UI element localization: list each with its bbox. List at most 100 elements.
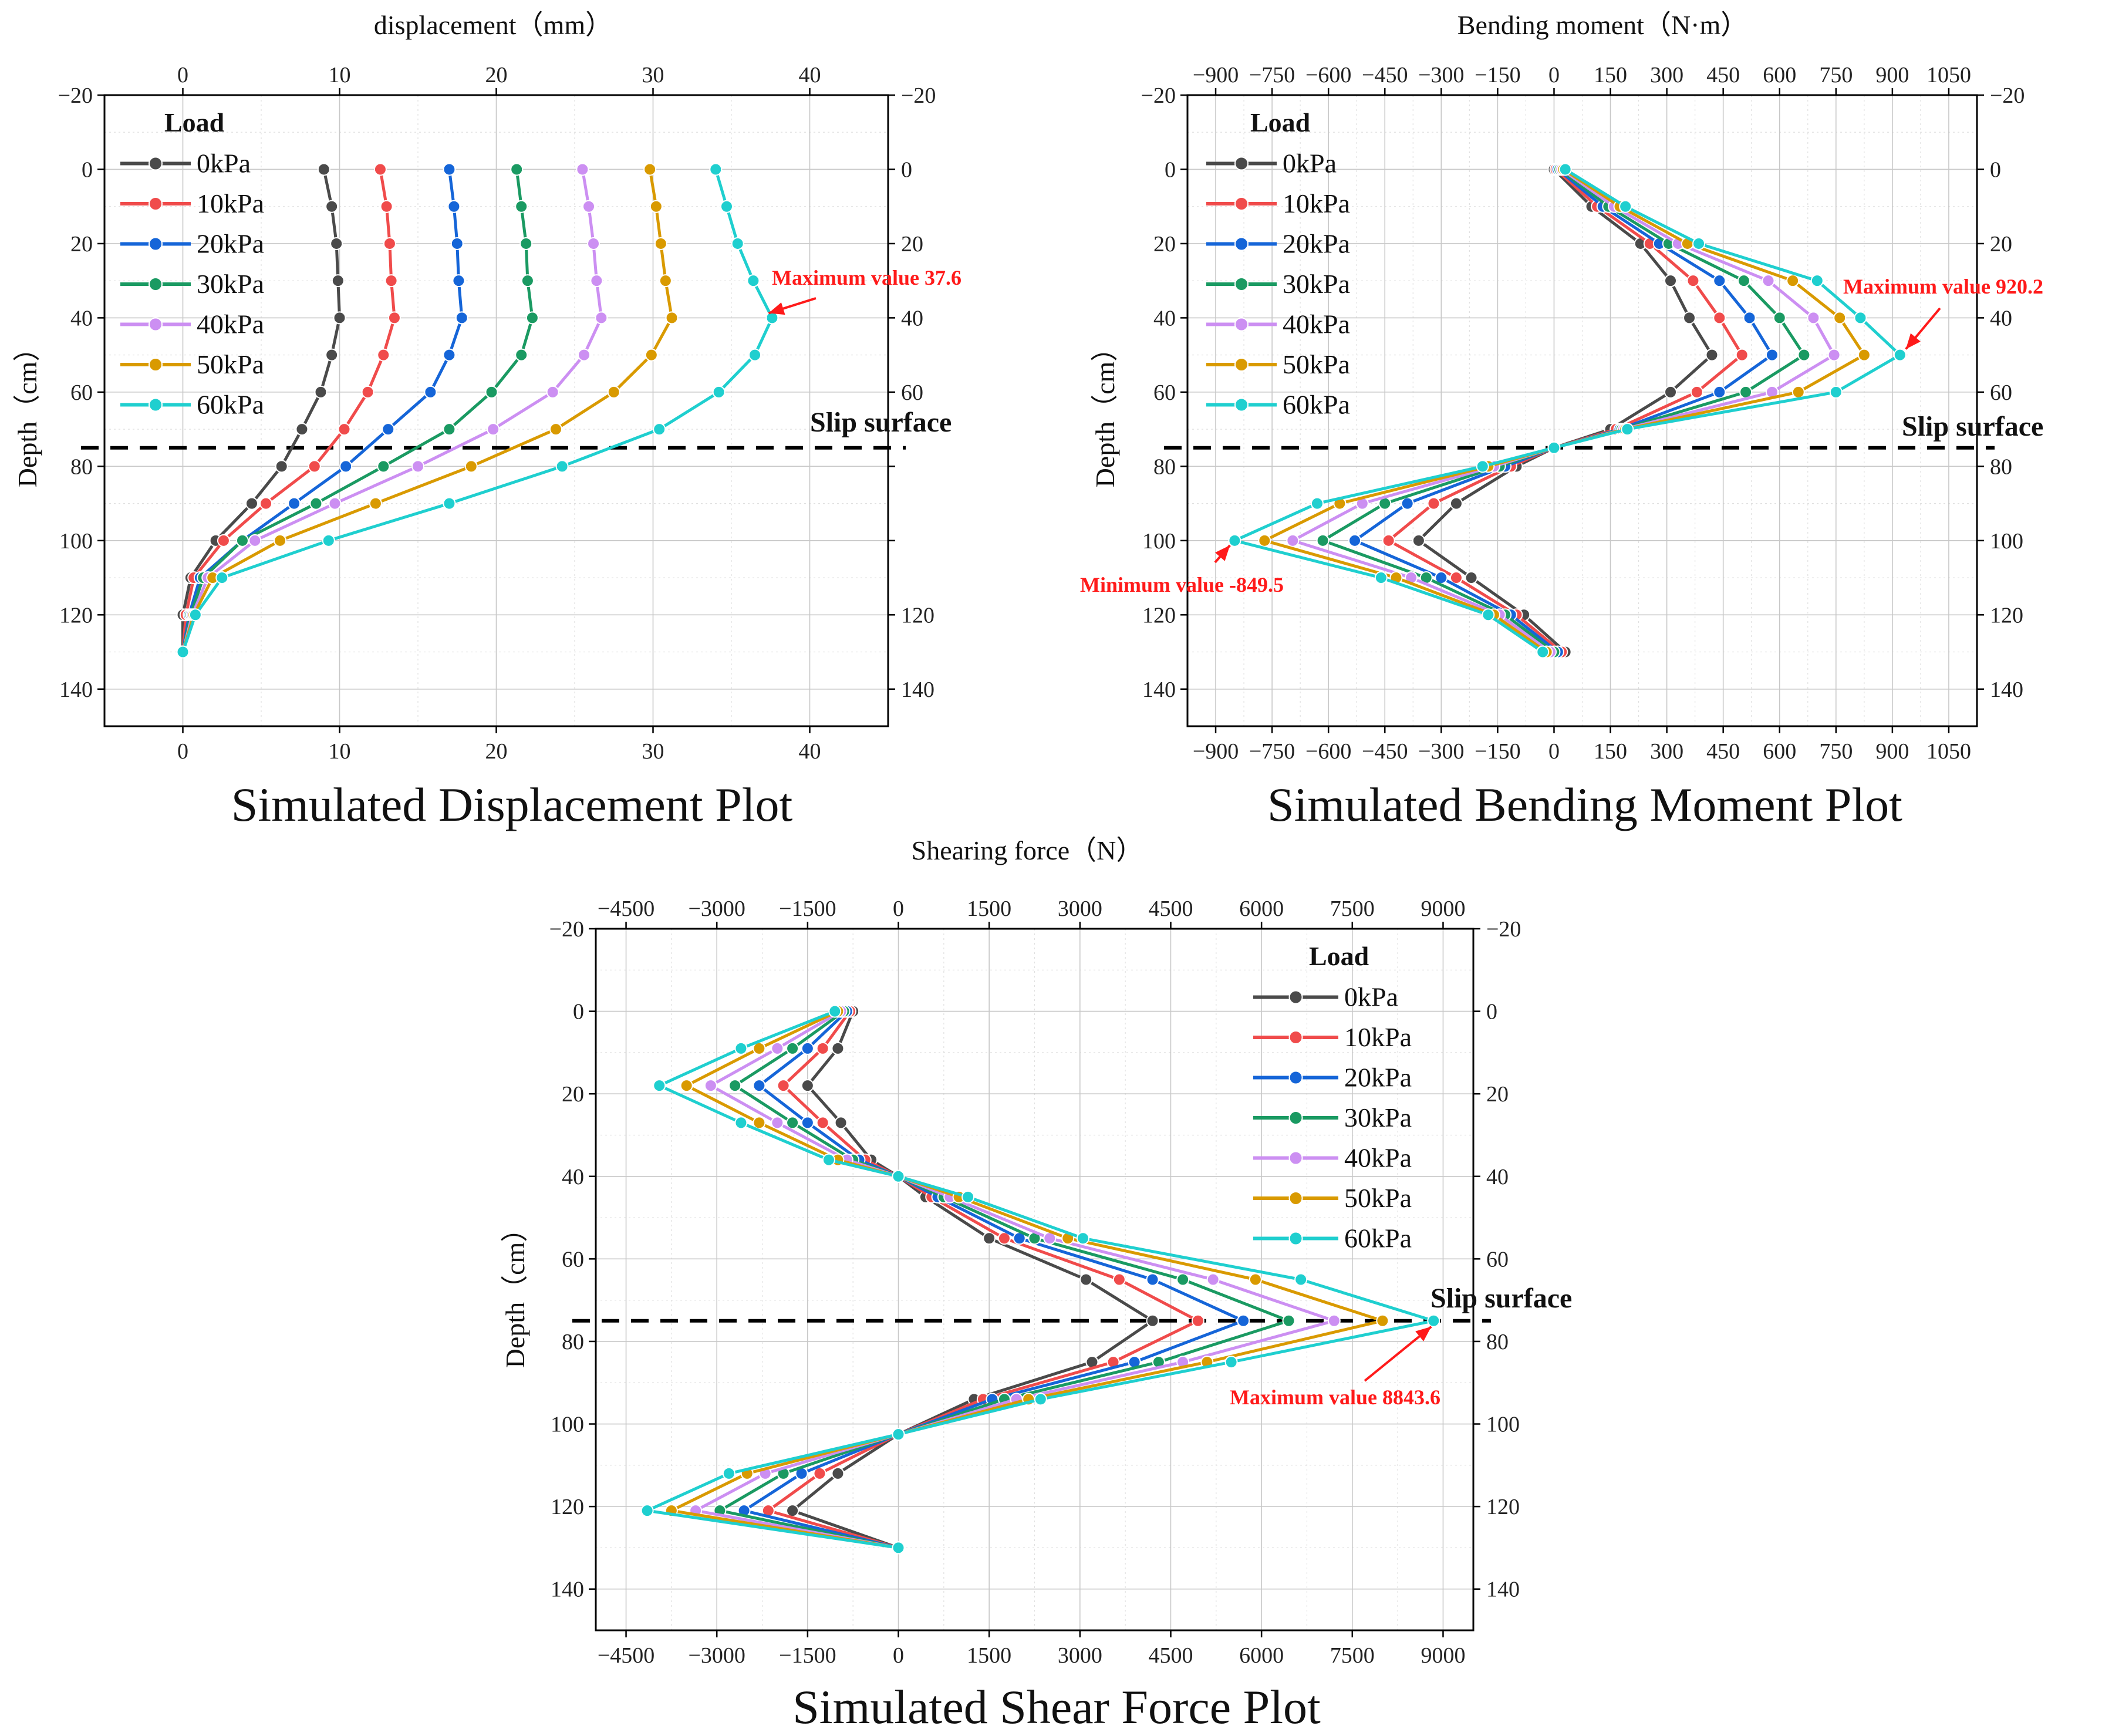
data-point-30kPa <box>786 1041 799 1055</box>
legend: Load 0kPa 10kPa 20kPa 30kPa 40kPa 50kPa 60kPa <box>1253 941 1412 1253</box>
y-tick-label-right: 120 <box>901 603 934 628</box>
data-point-0kPa <box>325 200 339 213</box>
x-tick-label-top: −150 <box>1475 63 1520 87</box>
data-point-0kPa <box>1449 497 1463 510</box>
x-tick-label-bottom: −1500 <box>779 1643 836 1668</box>
chart-caption: Simulated Bending Moment Plot <box>1267 778 1902 831</box>
data-point-40kPa <box>1327 1314 1341 1327</box>
data-point-30kPa <box>1176 1273 1190 1286</box>
x-tick-label-bottom: −300 <box>1418 739 1464 764</box>
y-tick-label-left: 120 <box>1142 603 1176 628</box>
legend-marker-0kPa <box>1288 990 1303 1004</box>
y-tick-label-right: 40 <box>1990 306 2012 331</box>
data-point-60kPa <box>1829 385 1843 399</box>
data-point-50kPa <box>649 200 663 213</box>
annotation-text: Maximum value 920.2 <box>1843 275 2043 298</box>
x-tick-label-bottom: 7500 <box>1330 1643 1375 1668</box>
data-point-20kPa <box>382 423 395 436</box>
top-axis-title: Shearing force（N） <box>912 835 1143 865</box>
data-point-50kPa <box>753 1116 766 1130</box>
legend-label-10kPa: 10kPa <box>1283 188 1350 218</box>
data-point-30kPa <box>515 200 528 213</box>
data-point-30kPa <box>786 1116 799 1130</box>
data-point-60kPa <box>1294 1273 1308 1286</box>
data-point-50kPa <box>1833 311 1847 325</box>
x-tick-label-bottom: −450 <box>1362 739 1408 764</box>
y-tick-label-right: 40 <box>1486 1165 1509 1189</box>
data-point-50kPa <box>1786 274 1800 288</box>
legend-label-30kPa: 30kPa <box>1344 1103 1412 1132</box>
data-point-50kPa <box>1857 348 1871 362</box>
data-point-40kPa <box>1807 311 1820 325</box>
data-point-20kPa <box>1237 1314 1250 1327</box>
minor-gridlines <box>596 929 1473 1630</box>
x-tick-label-top: 750 <box>1819 63 1853 87</box>
data-point-30kPa <box>1282 1314 1295 1327</box>
x-tick-label-top: 3000 <box>1058 896 1102 921</box>
series-line-50kPa <box>1263 168 1866 653</box>
x-tick-label-bottom: 600 <box>1763 739 1796 764</box>
data-point-0kPa <box>786 1504 799 1518</box>
data-point-60kPa <box>443 497 456 510</box>
y-tick-label-left: −20 <box>1141 83 1176 108</box>
y-tick-label-left: 60 <box>70 380 93 405</box>
series-line-60kPa <box>646 1010 1435 1549</box>
chart-caption: Simulated Displacement Plot <box>231 778 793 831</box>
y-tick-label-left: 100 <box>1142 529 1176 554</box>
y-tick-label-left: −20 <box>549 917 584 942</box>
data-point-20kPa <box>1713 274 1726 288</box>
legend-marker-50kPa <box>1288 1191 1303 1205</box>
legend-label-20kPa: 20kPa <box>1283 229 1350 259</box>
data-point-0kPa <box>330 237 343 250</box>
data-point-60kPa <box>892 1169 905 1183</box>
legend-title: Load <box>1250 107 1311 137</box>
data-point-40kPa <box>1827 348 1841 362</box>
data-point-0kPa <box>295 423 309 436</box>
y-tick-label-left: −20 <box>58 83 93 108</box>
data-point-20kPa <box>1743 311 1756 325</box>
y-tick-label-right: 60 <box>1486 1247 1509 1272</box>
data-point-0kPa <box>333 311 346 325</box>
y-tick-label-left: 80 <box>70 454 93 479</box>
legend: Load 0kPa 10kPa 20kPa 30kPa 40kPa 50kPa 60kPa <box>120 107 264 420</box>
annotation-text: Minimum value -849.5 <box>1080 573 1284 596</box>
legend-label-60kPa: 60kPa <box>1283 390 1350 420</box>
data-point-40kPa <box>590 274 603 288</box>
data-point-60kPa <box>653 1079 666 1093</box>
data-point-20kPa <box>447 200 461 213</box>
data-point-50kPa <box>369 497 382 510</box>
x-tick-label-top: 1500 <box>967 896 1011 921</box>
data-point-10kPa <box>1713 311 1726 325</box>
data-point-20kPa <box>424 385 437 399</box>
x-tick-label-bottom: −600 <box>1305 739 1351 764</box>
x-tick-label-top: −300 <box>1418 63 1464 87</box>
y-tick-label-left: 40 <box>70 306 93 331</box>
data-point-0kPa <box>1664 274 1678 288</box>
y-tick-label-right: 0 <box>901 157 912 182</box>
data-point-10kPa <box>1382 534 1395 547</box>
data-point-0kPa <box>983 1232 996 1245</box>
y-tick-label-left: 20 <box>562 1082 584 1107</box>
data-point-10kPa <box>816 1116 829 1130</box>
major-gridlines <box>1187 95 1977 726</box>
x-tick-label-top: −1500 <box>779 896 836 921</box>
data-point-40kPa <box>411 460 424 473</box>
y-tick-label-left: 20 <box>1153 232 1176 257</box>
data-point-10kPa <box>217 534 230 547</box>
y-tick-label-left: 80 <box>1153 454 1176 479</box>
data-point-0kPa <box>831 1467 845 1480</box>
data-point-60kPa <box>555 460 569 473</box>
legend-label-0kPa: 0kPa <box>1283 149 1337 178</box>
legend-label-0kPa: 0kPa <box>197 149 251 178</box>
x-tick-label-top: 30 <box>642 63 664 87</box>
data-point-50kPa <box>549 423 562 436</box>
legend-marker-0kPa <box>1234 156 1249 171</box>
data-point-60kPa <box>1692 237 1706 250</box>
data-point-10kPa <box>380 200 393 213</box>
data-point-20kPa <box>288 497 301 510</box>
data-point-0kPa <box>1412 534 1425 547</box>
x-tick-label-top: 0 <box>893 896 904 921</box>
data-point-40kPa <box>1206 1273 1220 1286</box>
data-point-10kPa <box>387 311 401 325</box>
data-point-40kPa <box>248 534 262 547</box>
